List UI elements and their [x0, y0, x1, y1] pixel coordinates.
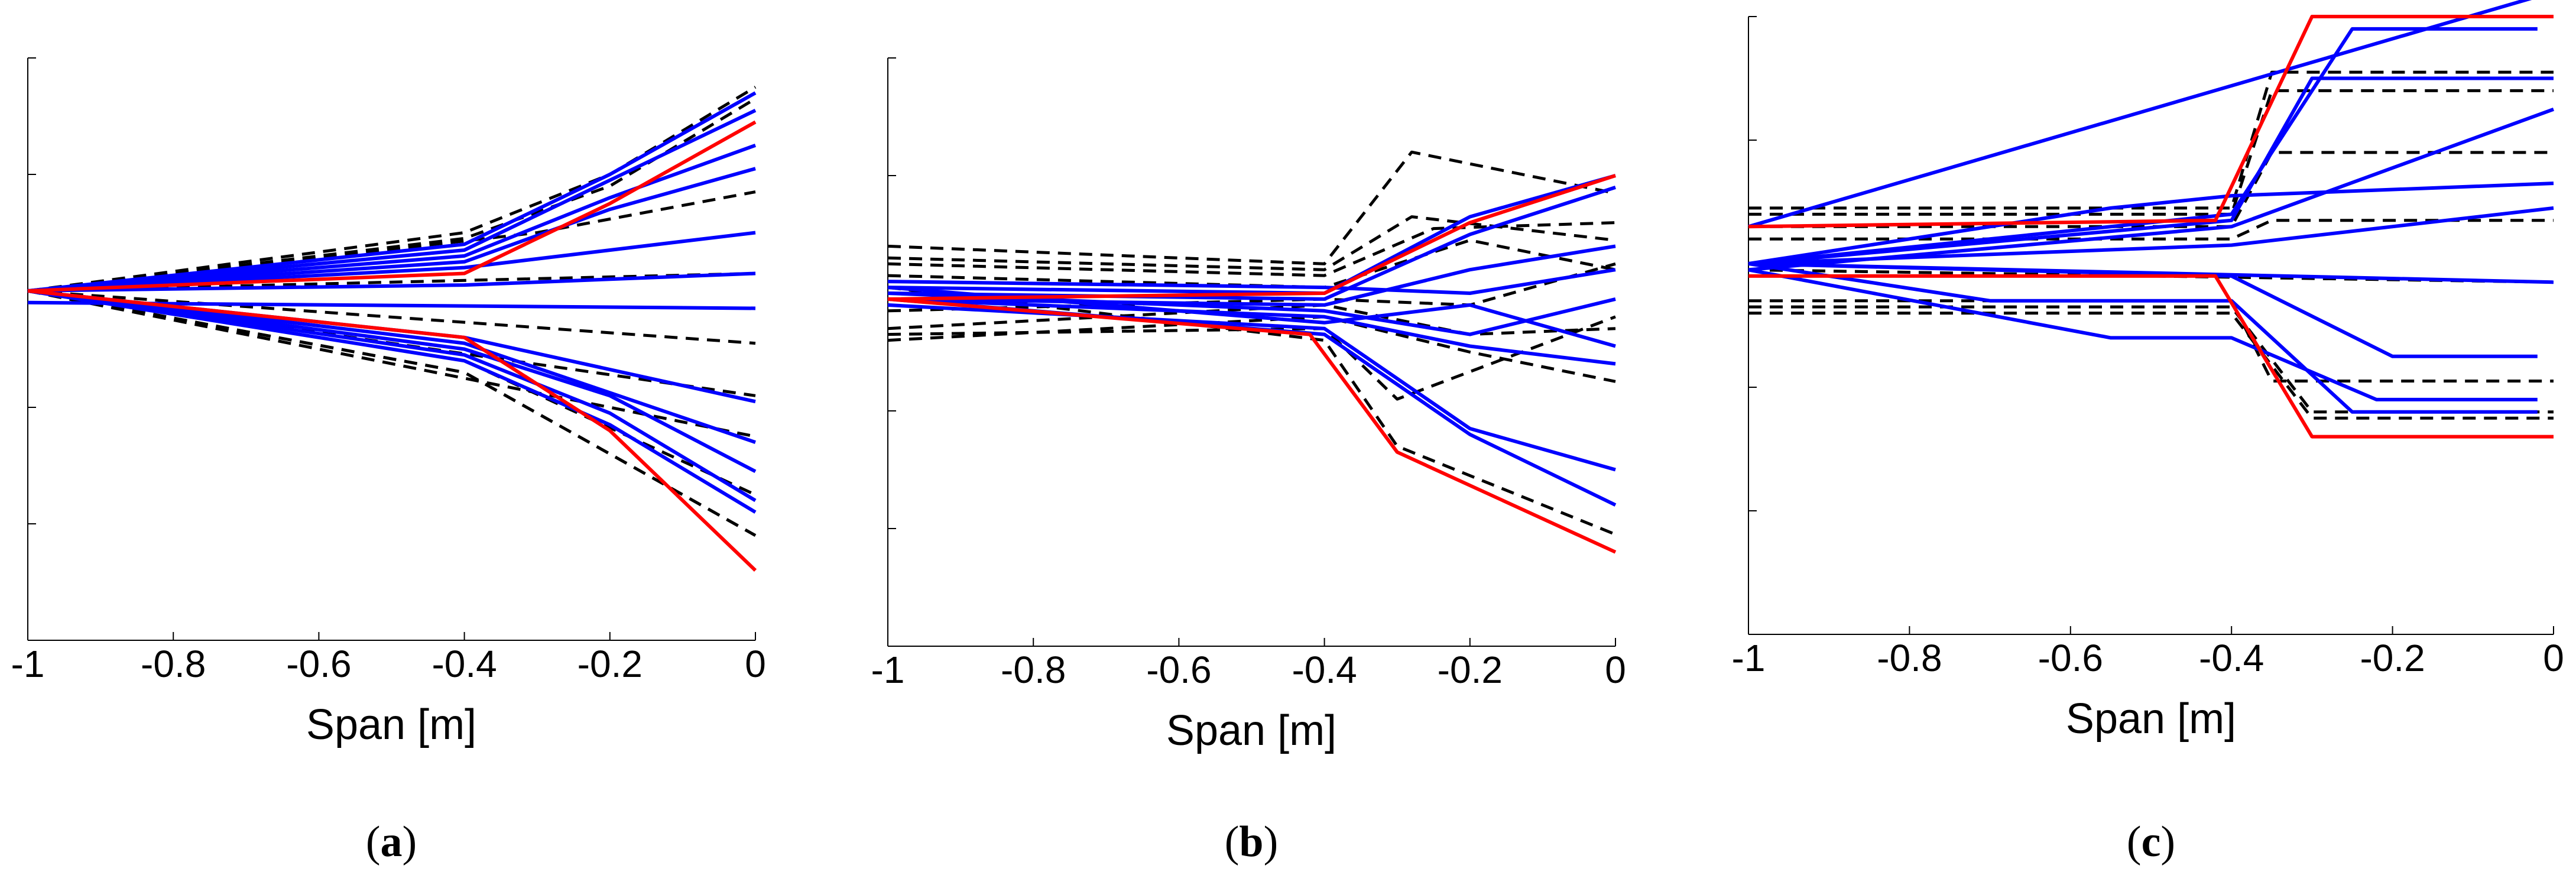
series-line-blue-7	[887, 286, 1616, 348]
series-line-blue-3	[27, 143, 757, 293]
series-line-dash-8	[887, 315, 1616, 401]
series-line-red-1	[1748, 15, 2554, 229]
series-line-dash-7	[887, 315, 1616, 383]
series-line-red-2	[887, 297, 1617, 554]
series-line-dash-10	[27, 289, 757, 537]
series-line-dash-5	[27, 289, 756, 345]
x-axis-label: Span [m]	[1166, 707, 1336, 754]
x-tick-label: -0.2	[1438, 649, 1503, 691]
caption-close: )	[2160, 818, 2175, 866]
series-line-blue-12	[27, 289, 757, 514]
series-line-dash-3	[887, 221, 1616, 277]
series-line-dash-2	[887, 215, 1616, 271]
series-line-blue-2	[27, 108, 757, 293]
series-line-dash-8	[1748, 312, 2554, 420]
series-line-blue-9	[1748, 268, 2538, 401]
series-line-blue-11	[27, 289, 757, 503]
series-line-blue-10	[27, 289, 757, 474]
series-line-red-1	[887, 174, 1616, 301]
series-line-dash-7	[1748, 305, 2554, 414]
x-tick-label: 0	[745, 643, 766, 685]
series-line-red-2	[27, 289, 757, 572]
x-tick-label: -0.8	[1877, 637, 1942, 679]
x-axis-label: Span [m]	[2066, 695, 2236, 743]
caption-close: )	[1264, 818, 1279, 866]
series-line-blue-5	[27, 231, 756, 293]
chart-a: -1 -0.8 -0.6 -0.4 -0.2 0 Span [m] (a)	[11, 57, 766, 866]
x-tick-label: 0	[2543, 637, 2564, 679]
series-line-dash-6	[1748, 299, 2554, 383]
series-line-blue-4	[1748, 107, 2555, 272]
x-tick-label: -1	[871, 649, 905, 691]
series-line-blue-6	[1748, 206, 2554, 265]
series-line-dash-1	[887, 150, 1616, 265]
series-line-blue-6	[887, 297, 1616, 366]
x-ticks: -1 -0.8 -0.6 -0.4 -0.2 0	[871, 638, 1626, 691]
x-tick-label: 0	[1605, 649, 1626, 691]
chart-b: -1 -0.8 -0.6 -0.4 -0.2 0 Span [m] (b)	[871, 57, 1626, 866]
x-ticks: -1 -0.8 -0.6 -0.4 -0.2 0	[11, 632, 766, 685]
caption: (b)	[1225, 818, 1278, 866]
x-axis-label: Span [m]	[306, 701, 476, 748]
series-lines	[27, 86, 757, 572]
series-line-dash-4	[887, 238, 1616, 289]
series-line-blue-1	[887, 174, 1616, 295]
x-tick-label: -1	[11, 643, 45, 685]
caption-open: (	[2127, 818, 2142, 866]
chart-c: -1 -0.8 -0.6 -0.4 -0.2 0 Span [m] (c)	[1732, 0, 2564, 866]
series-line-blue-1	[1748, 0, 2532, 229]
series-line-dash-1	[27, 86, 757, 293]
x-tick-label: -0.6	[286, 643, 351, 685]
x-tick-label: -0.8	[141, 643, 206, 685]
caption: (c)	[2127, 818, 2175, 866]
x-tick-label: -0.6	[2038, 637, 2103, 679]
caption-letter: b	[1239, 818, 1263, 866]
x-tick-label: -0.4	[2199, 637, 2264, 679]
series-line-blue-6	[27, 271, 756, 293]
x-tick-label: -0.2	[578, 643, 643, 685]
series-line-dash-7	[27, 289, 756, 438]
series-line-red-1	[27, 120, 757, 293]
series-line-red-2	[1748, 274, 2554, 439]
x-tick-label: -0.6	[1146, 649, 1211, 691]
caption-close: )	[403, 818, 417, 866]
x-ticks: -1 -0.8 -0.6 -0.4 -0.2 0	[1732, 626, 2564, 679]
x-tick-label: -0.8	[1001, 649, 1066, 691]
x-tick-label: -0.4	[1292, 649, 1357, 691]
series-line-dash-4	[27, 272, 756, 293]
caption: (a)	[366, 818, 417, 866]
series-line-blue-2	[1748, 27, 2538, 265]
caption-open: (	[1225, 818, 1240, 866]
series-line-blue-5	[887, 291, 1616, 336]
series-line-dash-2	[1748, 89, 2554, 216]
series-line-blue-9	[27, 289, 756, 444]
x-tick-label: -1	[1732, 637, 1766, 679]
series-line-blue-5	[1748, 182, 2554, 265]
series-line-blue-4	[887, 268, 1616, 295]
series-lines	[887, 150, 1617, 554]
series-line-blue-4	[27, 167, 756, 293]
x-tick-label: -0.4	[432, 643, 497, 685]
series-line-dash-9	[887, 286, 1616, 536]
series-line-blue-3	[1748, 76, 2554, 265]
series-line-blue-1	[27, 91, 757, 293]
caption-open: (	[366, 818, 381, 866]
caption-letter: c	[2142, 818, 2161, 866]
series-lines	[1748, 0, 2555, 439]
x-tick-label: -0.2	[2360, 637, 2425, 679]
series-line-blue-8	[1748, 262, 2538, 358]
caption-letter: a	[381, 818, 403, 866]
